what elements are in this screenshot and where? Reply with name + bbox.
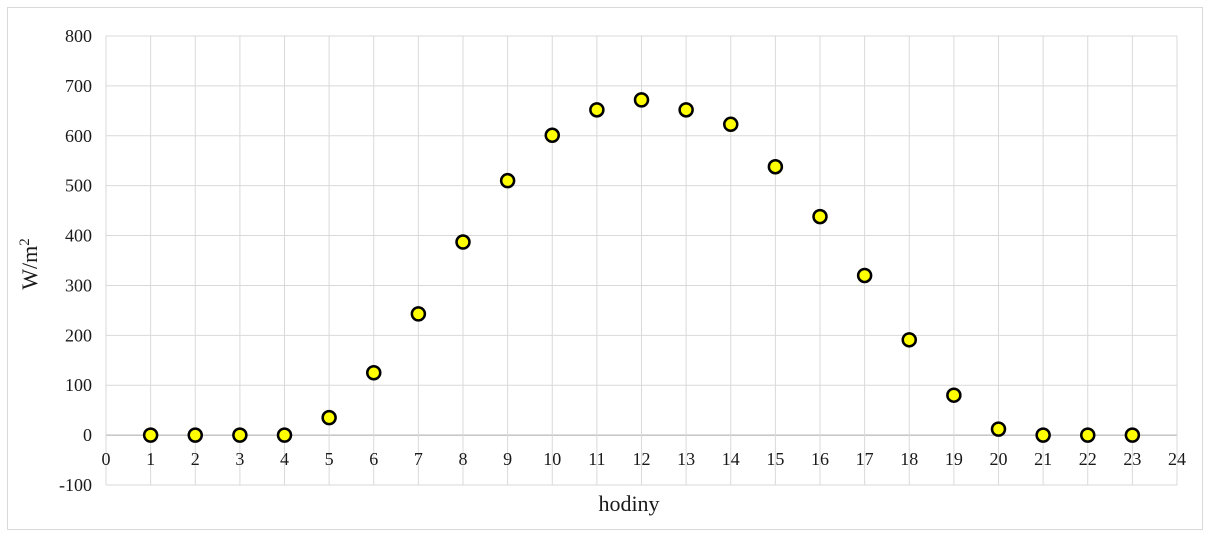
- y-axis-title: W/m2: [17, 238, 42, 290]
- x-tick-label: 1: [146, 449, 155, 469]
- data-point: [321, 409, 337, 426]
- x-tick-label: 19: [945, 449, 963, 469]
- data-point: [856, 267, 873, 284]
- data-points: [142, 92, 1141, 443]
- data-point: [142, 427, 159, 443]
- y-tick-label: 100: [65, 375, 92, 395]
- data-point: [767, 158, 784, 175]
- data-point: [812, 208, 828, 225]
- x-tick-label: 13: [677, 449, 695, 469]
- x-tick-label: 15: [766, 449, 784, 469]
- data-point: [499, 172, 516, 189]
- x-tick-label: 9: [503, 449, 512, 469]
- data-point: [187, 427, 203, 443]
- data-point: [410, 306, 427, 322]
- x-tick-label: 23: [1123, 449, 1141, 469]
- y-tick-label: 0: [83, 425, 92, 445]
- data-point: [276, 427, 293, 443]
- x-axis-ticks: 0 1 2 3 4 5 6 7 8 9 10 11 12 13 14 15 16 17 18 19 20 21 22 23 24: [102, 449, 1187, 469]
- y-tick-label: 700: [65, 76, 92, 96]
- x-tick-label: 16: [811, 449, 829, 469]
- y-tick-label: 300: [65, 275, 92, 295]
- x-tick-label: 17: [856, 449, 874, 469]
- data-point: [366, 365, 382, 381]
- x-tick-label: 12: [633, 449, 651, 469]
- x-tick-label: 21: [1034, 449, 1052, 469]
- x-tick-label: 24: [1168, 449, 1186, 469]
- data-point: [990, 421, 1007, 437]
- x-tick-label: 7: [414, 449, 423, 469]
- y-axis-title-sup: 2: [17, 238, 33, 246]
- x-tick-label: 6: [369, 449, 378, 469]
- data-point: [723, 116, 739, 133]
- data-point: [455, 234, 471, 250]
- data-point: [678, 102, 694, 118]
- x-tick-label: 20: [990, 449, 1008, 469]
- data-point: [589, 102, 605, 118]
- data-point: [1080, 427, 1096, 443]
- x-tick-label: 22: [1079, 449, 1097, 469]
- data-point: [946, 387, 962, 403]
- x-tick-label: 0: [102, 449, 111, 469]
- y-tick-label: -100: [59, 475, 92, 495]
- data-point: [232, 427, 248, 443]
- data-point: [544, 127, 560, 144]
- y-tick-label: 500: [65, 176, 92, 196]
- y-tick-label: 400: [65, 226, 92, 246]
- x-tick-label: 2: [191, 449, 200, 469]
- grid: [105, 35, 1178, 486]
- y-tick-label: 600: [65, 126, 92, 146]
- y-tick-label: 200: [65, 325, 92, 345]
- x-tick-label: 8: [459, 449, 468, 469]
- data-point: [1035, 427, 1051, 443]
- data-point: [633, 92, 650, 108]
- x-tick-label: 4: [280, 449, 289, 469]
- x-tick-label: 11: [588, 449, 605, 469]
- x-tick-label: 10: [543, 449, 561, 469]
- y-tick-label: 800: [65, 26, 92, 46]
- y-axis-ticks: -100 0 100 200 300 400 500 600 700 800: [59, 26, 92, 495]
- data-point: [901, 332, 917, 348]
- x-tick-label: 18: [900, 449, 918, 469]
- y-axis-title-main: W/m: [17, 246, 42, 290]
- x-tick-label: 3: [235, 449, 244, 469]
- data-point: [1124, 427, 1141, 443]
- x-tick-label: 5: [325, 449, 334, 469]
- x-axis-title: hodiny: [598, 491, 659, 516]
- x-tick-label: 14: [722, 449, 740, 469]
